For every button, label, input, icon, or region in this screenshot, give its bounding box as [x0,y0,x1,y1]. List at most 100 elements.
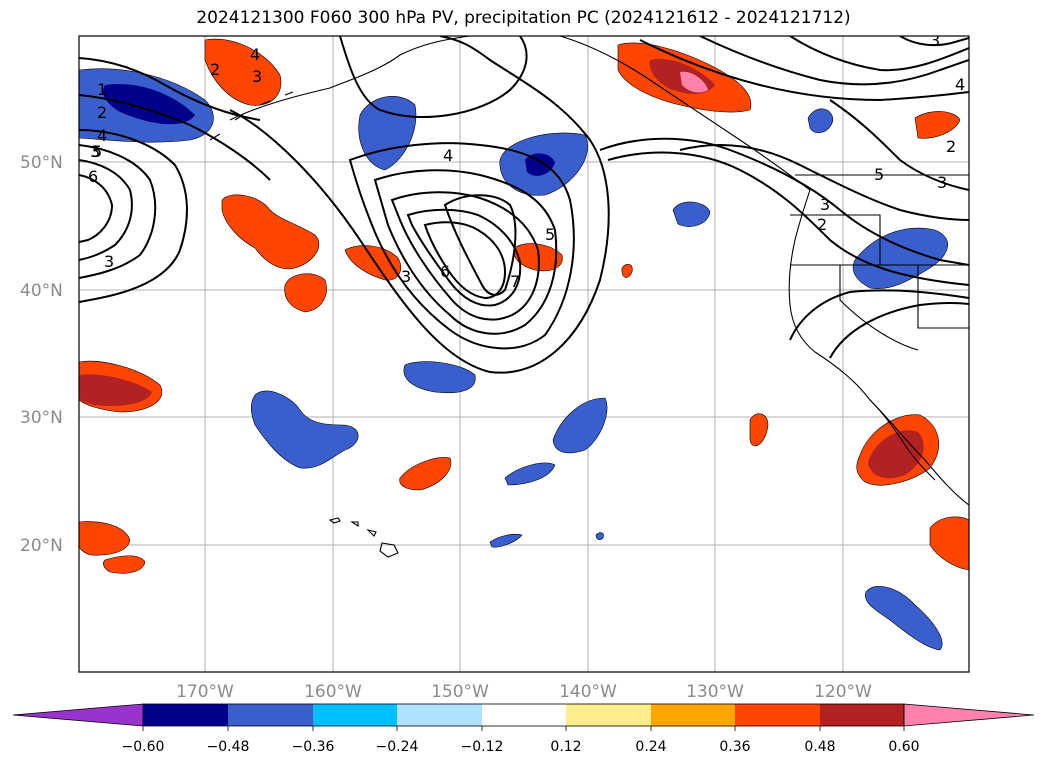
plot-frame [78,35,970,673]
pv-contour-west-1 [79,57,261,121]
contour-label: 1 [97,80,107,99]
contour-label: 7 [510,272,520,291]
colorbar-tick-label: −0.24 [376,739,419,755]
contour-label: 3 [104,252,114,271]
contour-label: 4 [250,45,260,64]
neg-area-baja [864,586,943,651]
pv-contour-ne-3 [789,36,969,72]
colorbar-tick-label: 0.36 [719,739,750,755]
lon-label: 150°W [431,682,489,702]
neg-area-aleutian-core [103,84,195,125]
pv-contour-east-1 [599,137,969,266]
colorbar-segment [820,704,904,726]
colorbar: −0.60 −0.48 −0.36 −0.24 −0.12 0.12 0.24 … [12,703,1035,755]
contour-label: 5 [545,225,555,244]
pos-area-alaska-max [680,71,708,93]
neg-area-gulf-core [525,153,555,176]
lat-label: 40°N [20,281,63,301]
state-lines [790,214,969,351]
pos-area-small-1 [621,263,633,278]
pos-area-mexico-south [929,516,969,571]
pos-area-hawaii-w [79,521,131,556]
pos-area-west-2 [284,273,327,313]
contour-label: 4 [955,75,965,94]
neg-area-small-2 [807,108,834,134]
pv-contour-trough-7 [443,194,517,296]
pv-contour-trough-outer [229,36,610,374]
pos-area-mexico-deep [868,430,924,479]
colorbar-tick-label: 0.48 [804,739,835,755]
pv-contour-ne-2 [699,36,969,86]
contour-label: 3 [401,267,411,286]
neg-area-small-4 [595,532,604,540]
colorbar-tick-label: −0.60 [122,739,165,755]
colorbar-tick-label: −0.36 [292,739,335,755]
pv-contour-west-2 [79,94,271,181]
alaska-south-coast [559,36,811,191]
colorbar-segment [228,704,313,726]
lon-label: 170°W [176,682,234,702]
pv-contour-west-4 [79,144,157,279]
pv-contour-west-3 [79,129,188,303]
colorbar-tick-label: −0.48 [207,739,250,755]
lat-label: 20°N [20,536,63,556]
contour-label: 2 [946,137,956,156]
lon-label: 130°W [686,682,744,702]
contour-label: 2 [210,60,220,79]
pos-area-bering [204,38,282,106]
contour-label: 2 [97,103,107,122]
colorbar-segment [313,704,397,726]
colorbar-tick-label: 0.24 [635,739,666,755]
contour-label: 5 [874,165,884,184]
contour-label: 3 [930,31,940,50]
baja-coast [869,399,936,481]
pv-contour-east-2 [607,151,969,286]
lon-label: 120°W [814,682,872,702]
neg-area-central-3 [552,397,608,454]
pos-area-west-pacific-deep [79,374,152,406]
contour-label: 3 [937,173,947,192]
colorbar-segment [482,704,566,726]
pv-contour-coast-2 [829,99,969,191]
pos-area-hawaii-w2 [103,555,146,574]
contour-label: 3 [90,142,100,161]
neg-area-small-3 [489,533,523,548]
pos-area-small-2 [749,413,769,447]
contour-label: 4 [97,126,107,145]
pos-area-central [399,457,452,491]
plot-area: 1 2 3 4 5 6 3 4 5 6 7 3 2 3 4 3 2 3 4 3 … [79,31,969,672]
positive-precip-areas [79,38,969,574]
contour-label: 4 [443,146,453,165]
contour-label: 2 [817,215,827,234]
pv-contour-west-6 [79,174,114,243]
latitude-labels: 50°N 40°N 30°N 20°N [20,153,63,556]
lon-label: 140°W [559,682,617,702]
lat-label: 30°N [20,408,63,428]
colorbar-segment [566,704,651,726]
pos-area-west-3 [344,245,402,281]
neg-area-central-4 [504,462,556,486]
pv-contour-ne-4 [899,36,969,47]
colorbar-segment [397,704,482,726]
colorbar-tick-label: −0.12 [461,739,504,755]
neg-area-small-1 [672,201,711,227]
contour-label: 3 [820,195,830,214]
pv-contour-trough-2 [348,142,575,350]
lat-label: 50°N [20,153,63,173]
contour-labels: 1 2 3 4 5 6 3 4 5 6 7 3 2 3 4 3 2 3 4 3 … [88,31,965,291]
pv-contour-east-4 [829,302,969,359]
neg-area-central-2 [250,390,359,469]
coastlines [209,36,969,558]
colorbar-high-extend [903,703,1035,727]
pv-contour-coast-1 [679,144,969,221]
pv-contour-ne-1 [639,39,969,102]
pos-area-west-1 [221,194,320,270]
colorbar-tick-label: 0.12 [550,739,581,755]
map-title: 2024121300 F060 300 hPa PV, precipitatio… [196,8,851,28]
contour-label: 5 [92,142,102,161]
contour-label: 3 [252,67,262,86]
neg-area-central-1 [403,361,476,394]
neg-area-pnw [852,227,948,290]
canada-us-west-coast [788,189,969,506]
